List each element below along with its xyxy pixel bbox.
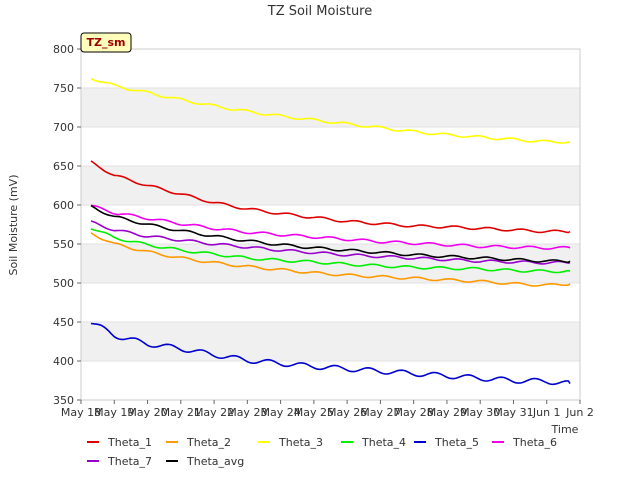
grid-band [81,361,580,400]
station-label-box: TZ_sm [80,32,132,53]
legend-label: Theta_5 [434,436,479,449]
legend-item-theta-5: Theta_5 [414,436,479,449]
grid-band [81,283,580,322]
series-line-theta-7 [90,220,571,265]
y-axis-label: Soil Moisture (mV) [7,175,20,276]
series-line-theta-1 [90,160,571,234]
y-tick-label: 800 [53,43,74,56]
y-tick-label: 600 [53,199,74,212]
x-tick-label: Jun 2 [565,406,594,419]
plot-frame [80,48,581,401]
grid-band [81,127,580,166]
legend-item-theta-3: Theta_3 [258,436,323,449]
y-tick-label: 750 [53,82,74,95]
legend-item-theta-7: Theta_7 [87,455,152,468]
grid-band [81,322,580,361]
grid-band [81,88,580,127]
series-line-theta-4 [90,228,571,274]
series-line-theta-avg [90,204,571,264]
x-tick-label: May 31 [493,406,533,419]
grid-band [81,49,580,88]
x-tick-label: May 20 [127,406,167,419]
x-tick-label: May 25 [294,406,334,419]
y-tick-label: 550 [53,238,74,251]
series-line-theta-5 [90,322,571,386]
series-line-theta-3 [90,77,571,144]
y-tick-label: 650 [53,160,74,173]
y-tick-label: 450 [53,316,74,329]
legend-label: Theta_4 [361,436,406,449]
y-tick-label: 350 [53,394,74,407]
x-tick-label: May 29 [427,406,467,419]
x-tick-label: May 30 [460,406,500,419]
x-tick-label: May 23 [227,406,267,419]
legend-item-theta-4: Theta_4 [341,436,406,449]
x-axis-label: Time [551,423,579,436]
y-tick-label: 400 [53,355,74,368]
legend-label: Theta_3 [278,436,323,449]
series-line-theta-6 [90,204,571,250]
grid-band [81,166,580,205]
series-lines [90,77,571,386]
legend-label: Theta_avg [186,455,244,468]
x-tick-label: May 19 [94,406,134,419]
legend-label: Theta_6 [512,436,557,449]
x-tick-label: May 21 [161,406,201,419]
legend-label: Theta_2 [186,436,231,449]
legend-item-theta-6: Theta_6 [492,436,557,449]
legend: Theta_1 Theta_2 Theta_3 Theta_4 Theta_5 Theta… [87,436,557,468]
legend-label: Theta_7 [107,455,152,468]
legend-label: Theta_1 [107,436,152,449]
x-tick-label: May 22 [194,406,234,419]
x-tick-label: May 24 [260,406,300,419]
x-tick-label: May 27 [360,406,400,419]
x-tick-label: Jun 1 [532,406,561,419]
x-tick-label: May 28 [394,406,434,419]
legend-item-theta-1: Theta_1 [87,436,152,449]
legend-item-theta-avg: Theta_avg [166,455,244,468]
chart-title: TZ Soil Moisture [267,4,373,19]
y-tick-label: 700 [53,121,74,134]
y-axis: 350 400 450 500 550 600 650 700 750 800 [53,43,81,407]
y-tick-label: 500 [53,277,74,290]
series-line-theta-2 [90,232,571,287]
x-tick-label: May 26 [327,406,367,419]
x-tick-label: May 18 [61,406,101,419]
station-label: TZ_sm [87,36,126,49]
legend-item-theta-2: Theta_2 [166,436,231,449]
